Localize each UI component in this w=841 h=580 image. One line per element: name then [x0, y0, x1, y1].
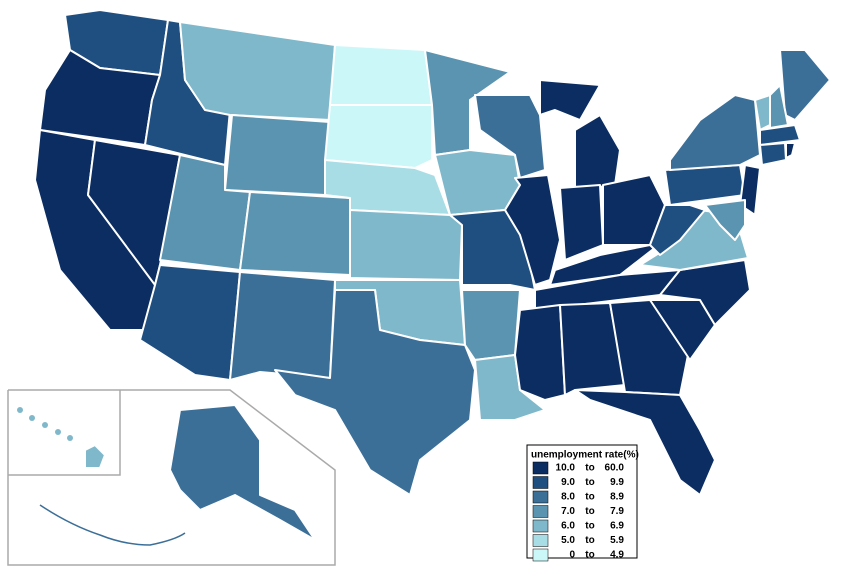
hawaii-island — [42, 422, 48, 428]
inset-frame — [7, 389, 336, 566]
legend-swatch — [532, 519, 549, 533]
state — [461, 289, 521, 361]
legend-to: 8.9 — [610, 492, 624, 503]
legend-to: 60.0 — [605, 463, 625, 474]
legend: unemployment rate(%) 10.0 to 60.0 9.0 to 9.9 8… — [526, 444, 639, 562]
legend-from: 0 — [569, 550, 575, 561]
state — [785, 142, 796, 159]
legend-separator: to — [585, 463, 594, 474]
legend-swatch — [532, 548, 549, 562]
state — [229, 271, 336, 381]
legend-from: 10.0 — [556, 463, 576, 474]
legend-separator: to — [585, 521, 594, 532]
state — [779, 49, 831, 121]
state — [84, 444, 106, 469]
state — [574, 114, 621, 191]
legend-swatch — [532, 476, 549, 489]
state — [704, 199, 746, 241]
state — [759, 142, 787, 166]
states — [17, 9, 831, 541]
hawaii-island — [67, 435, 73, 441]
inset-divider — [8, 390, 121, 476]
aleutian-islands — [39, 504, 186, 546]
state — [169, 404, 316, 541]
state — [349, 209, 463, 281]
state — [669, 94, 761, 171]
legend-from: 8.0 — [561, 492, 575, 503]
state — [224, 114, 331, 196]
state — [559, 302, 626, 396]
state — [514, 304, 566, 401]
hawaii-island — [17, 407, 23, 413]
state — [324, 104, 433, 169]
state — [139, 264, 241, 381]
state — [574, 389, 716, 496]
legend-title: unemployment rate(%) — [531, 450, 639, 461]
state — [239, 191, 351, 276]
legend-to: 6.9 — [610, 521, 624, 532]
legend-separator: to — [585, 492, 594, 503]
legend-separator: to — [585, 550, 594, 561]
legend-separator: to — [585, 506, 594, 517]
state — [474, 94, 546, 179]
legend-swatch — [532, 461, 549, 475]
legend-from: 7.0 — [561, 506, 575, 517]
legend-swatch — [532, 534, 549, 547]
legend-from: 5.0 — [561, 535, 575, 546]
state — [759, 124, 801, 146]
legend-to: 4.9 — [610, 550, 624, 561]
legend-separator: to — [585, 535, 594, 546]
state — [274, 289, 476, 496]
legend-to: 9.9 — [610, 477, 624, 488]
legend-swatch — [532, 505, 549, 518]
legend-separator: to — [585, 477, 594, 488]
legend-swatch — [532, 490, 549, 504]
state — [559, 184, 604, 261]
state — [649, 204, 706, 256]
legend-to: 7.9 — [610, 506, 624, 517]
legend-from: 6.0 — [561, 521, 575, 532]
state — [329, 44, 433, 106]
state — [179, 21, 336, 121]
hawaii-island — [29, 415, 35, 421]
state — [539, 79, 601, 121]
hawaii-island — [55, 429, 61, 435]
legend-from: 9.0 — [561, 477, 575, 488]
legend-to: 5.9 — [610, 535, 624, 546]
state — [664, 164, 746, 206]
state — [504, 174, 561, 286]
